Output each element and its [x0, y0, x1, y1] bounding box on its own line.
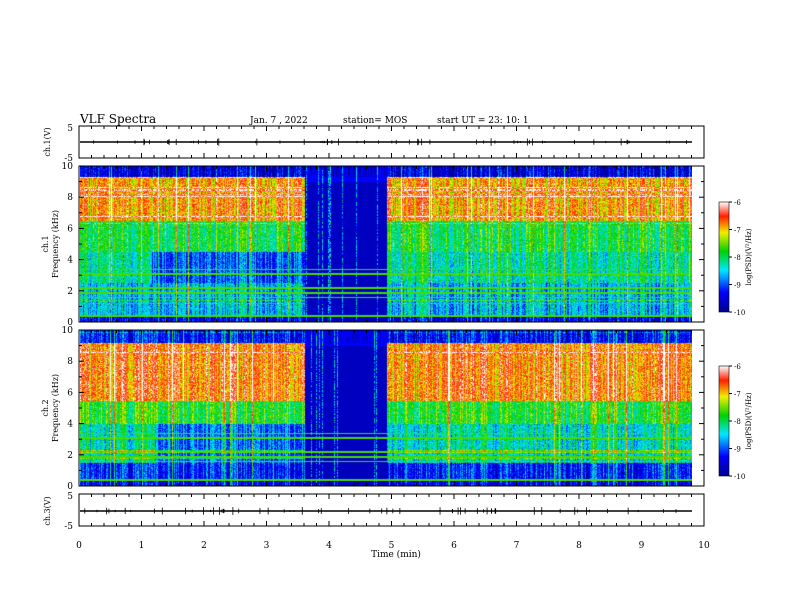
time-axis-title: Time (min): [371, 549, 421, 560]
xtick-label: 3: [264, 541, 270, 551]
xtick-label: 9: [639, 541, 645, 551]
station-label: station= MOS: [343, 116, 407, 126]
time-axis-labels: 0 1 2 3 4 5 6 7 8 9 10: [76, 541, 710, 551]
panel-ch1-spectrogram: 0 2 4 6 8 10 ch.1 Frequency (kHz): [41, 162, 705, 328]
xtick-label: 4: [326, 541, 332, 551]
colorbar-tick-label: -6: [734, 199, 741, 207]
xtick-label: 6: [451, 541, 457, 551]
colorbar-tick-label: -10: [734, 473, 745, 481]
ytick-label: 6: [67, 224, 73, 234]
colorbar-tick-label: -9: [734, 446, 741, 454]
ch1-frequency-ticks: 0 2 4 6 8 10: [62, 162, 704, 328]
figure-title: VLF Spectra: [79, 112, 156, 126]
colorbar-gradient: [718, 365, 730, 477]
xtick-label: 8: [576, 541, 582, 551]
ch1-voltage-ylabel: ch.1(V): [43, 127, 52, 156]
ch1-spectrogram-heatmap: [80, 166, 692, 322]
ch1-channel-label: ch.1: [41, 235, 50, 252]
colorbar-tick-label: -7: [734, 227, 741, 235]
ch2-spectrogram-heatmap: [80, 330, 692, 486]
spec1-image: [80, 166, 692, 322]
ch2-frequency-ylabel: Frequency (kHz): [51, 374, 60, 442]
ch1-ytick-top: 5: [67, 124, 73, 134]
colorbar-tick-label: -6: [734, 363, 741, 371]
ytick-label: 10: [62, 162, 74, 172]
xtick-label: 10: [698, 541, 710, 551]
colorbar-label: log(PSD)(V²/Hz): [745, 228, 753, 285]
spec2-image: [80, 330, 692, 486]
panel-ch3-voltage: 5 -5 ch.3(V): [43, 492, 705, 532]
ch2-colorbar: -10 -9 -8 -7 -6 log(PSD)(V²/Hz): [718, 363, 753, 481]
ytick-label: 8: [67, 357, 73, 367]
ch2-channel-label: ch.2: [41, 399, 50, 416]
xtick-label: 1: [139, 541, 145, 551]
ch1-ytick-bottom: -5: [64, 154, 73, 164]
ytick-label: 2: [67, 287, 73, 297]
ytick-label: 10: [62, 326, 74, 336]
colorbar-gradient: [718, 201, 730, 313]
xtick-label: 5: [389, 541, 395, 551]
ytick-label: 4: [67, 256, 73, 266]
colorbar-tick-label: -8: [734, 418, 741, 426]
ch3-ytick-bottom: -5: [64, 522, 73, 532]
ytick-label: 0: [67, 482, 73, 492]
colorbar-tick-label: -9: [734, 282, 741, 290]
ch1-colorbar: -10 -9 -8 -7 -6 log(PSD)(V²/Hz): [718, 199, 753, 317]
colorbar-label: log(PSD)(V²/Hz): [745, 392, 753, 449]
start-time-label: start UT = 23: 10: 1: [437, 116, 529, 126]
xtick-label: 2: [201, 541, 207, 551]
ytick-label: 8: [67, 193, 73, 203]
time-axis-ticks: [78, 126, 705, 526]
ch3-voltage-spikes: [84, 507, 677, 515]
ytick-label: 4: [67, 420, 73, 430]
ytick-label: 2: [67, 451, 73, 461]
ytick-label: 0: [67, 318, 73, 328]
colorbar-tick-label: -8: [734, 254, 741, 262]
panel-ch1-voltage: 5 -5 ch.1(V): [43, 124, 705, 164]
xtick-label: 0: [76, 541, 82, 551]
ytick-label: 6: [67, 388, 73, 398]
ch1-frequency-ylabel: Frequency (kHz): [51, 210, 60, 278]
ch1-voltage-spikes: [93, 138, 687, 146]
colorbar-tick-label: -7: [734, 391, 741, 399]
xtick-label: 7: [514, 541, 520, 551]
ch3-ytick-top: 5: [67, 492, 73, 502]
panel-ch2-spectrogram: 0 2 4 6 8 10 ch.2 Frequency (kHz): [41, 326, 705, 492]
ch2-frequency-ticks: 0 2 4 6 8 10: [62, 326, 704, 492]
date-label: Jan. 7 , 2022: [249, 116, 308, 126]
colorbar-tick-label: -10: [734, 309, 745, 317]
ch3-voltage-ylabel: ch.3(V): [43, 496, 52, 525]
